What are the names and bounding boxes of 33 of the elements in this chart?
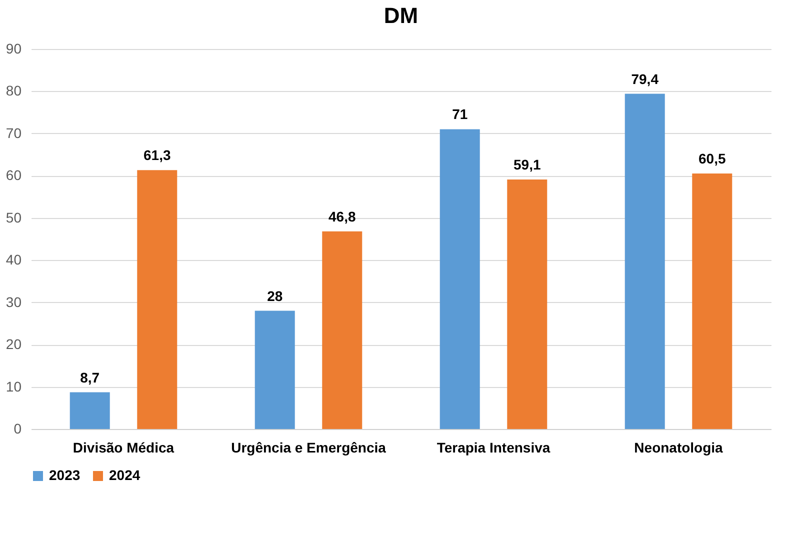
y-tick-label: 20 [6, 336, 22, 352]
x-tick-label: Divisão Médica [72, 440, 174, 456]
bar [440, 129, 480, 429]
x-tick-label: Urgência e Emergência [231, 440, 386, 456]
y-tick-label: 30 [6, 294, 22, 310]
x-tick-label: Terapia Intensiva [436, 440, 550, 456]
y-tick-label: 70 [6, 124, 22, 141]
bar [254, 310, 295, 429]
y-tick-label: 60 [6, 167, 22, 184]
legend-label: 2024 [109, 467, 140, 483]
y-tick-label: 10 [6, 378, 22, 394]
y-tick-label: 0 [14, 420, 22, 436]
y-tick-label: 40 [6, 252, 22, 268]
chart-title: DM [384, 3, 418, 28]
data-label: 8,7 [80, 369, 100, 386]
bar [70, 392, 110, 429]
data-label: 79,4 [631, 70, 659, 87]
data-label: 60,5 [698, 150, 726, 167]
data-label: 71 [452, 106, 468, 122]
x-tick-label: Neonatologia [634, 440, 724, 456]
bar [507, 179, 548, 429]
bar [692, 174, 732, 429]
bar [137, 170, 178, 429]
bar [322, 231, 362, 429]
data-label: 61,3 [144, 147, 171, 164]
y-tick-label: 80 [6, 82, 22, 99]
y-tick-label: 90 [6, 40, 22, 56]
data-label: 59,1 [514, 156, 541, 172]
legend-label: 2023 [49, 467, 80, 483]
y-tick-label: 50 [6, 209, 22, 226]
data-label: 46,8 [328, 208, 356, 224]
data-label: 28 [267, 288, 283, 304]
bar [624, 94, 665, 429]
